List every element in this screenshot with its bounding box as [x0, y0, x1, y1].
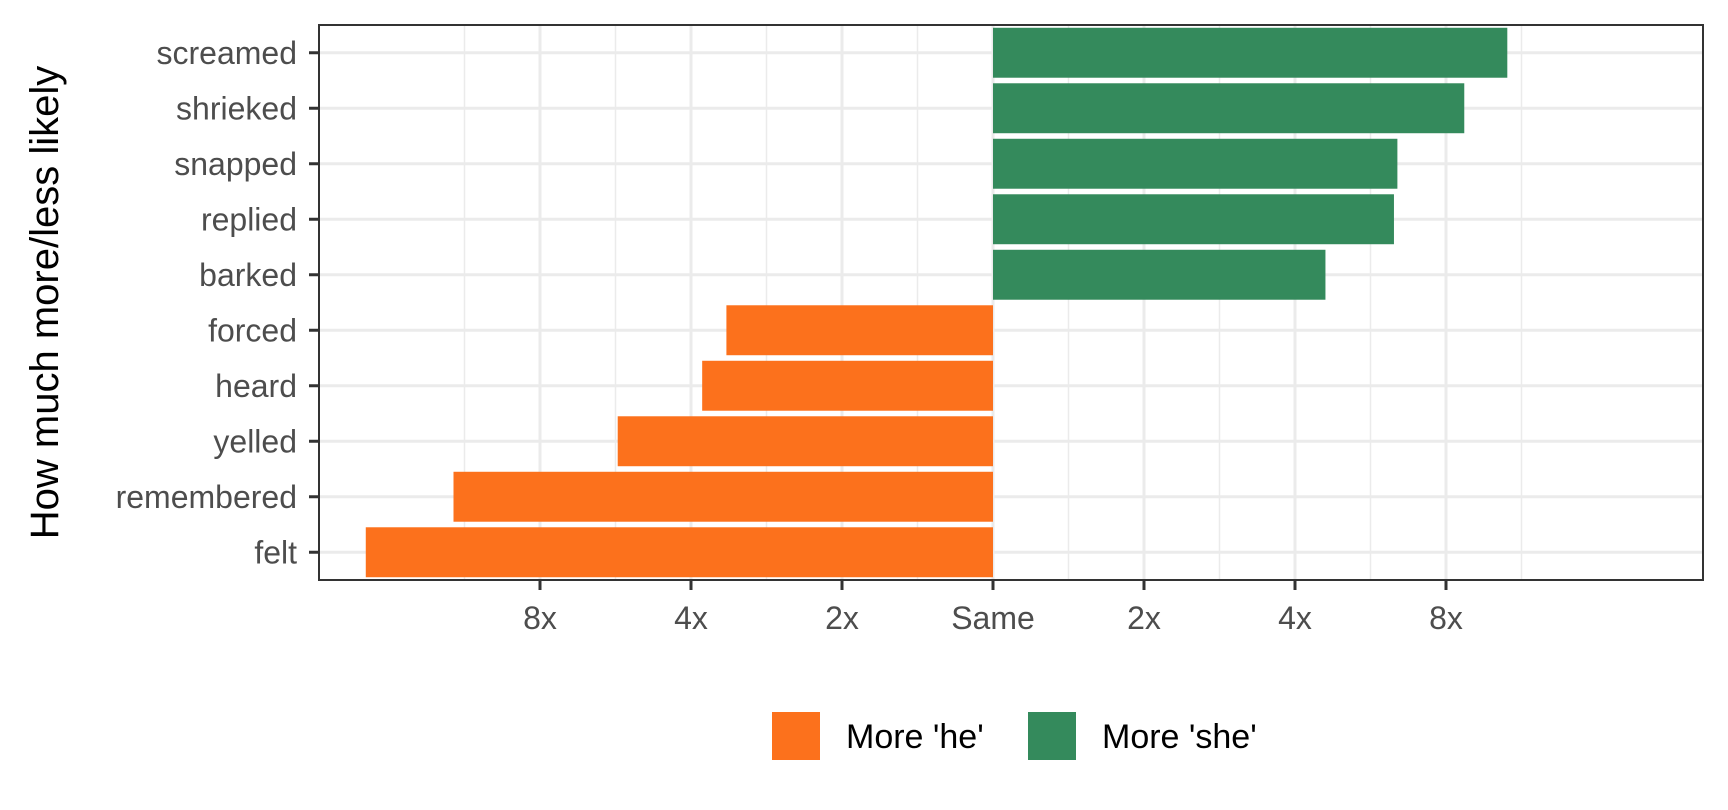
legend-key [772, 712, 820, 760]
bar-heard [702, 360, 993, 411]
legend: More 'he' More 'she' [772, 712, 1257, 760]
x-tick-label: 8x [523, 600, 557, 636]
category-label-forced: forced [208, 312, 297, 348]
y-axis-title: How much more/less likely [23, 66, 67, 539]
category-label-shrieked: shrieked [176, 90, 297, 126]
category-label-screamed: screamed [157, 35, 298, 71]
category-label-heard: heard [215, 368, 297, 404]
category-label-remembered: remembered [116, 479, 297, 515]
bar-remembered [453, 471, 993, 522]
category-label-replied: replied [201, 201, 297, 237]
legend-label: More 'she' [1102, 718, 1257, 756]
category-label-barked: barked [199, 257, 297, 293]
axes: screamed shrieked snapped replied barked forc… [116, 35, 1463, 636]
legend-key [1028, 712, 1076, 760]
category-label-snapped: snapped [174, 146, 297, 182]
x-tick-label: 2x [1127, 600, 1161, 636]
category-label-yelled: yelled [213, 423, 297, 459]
x-tick-label: 2x [825, 600, 859, 636]
bar-replied [993, 194, 1394, 245]
category-label-felt: felt [254, 534, 297, 570]
legend-label: More 'he' [846, 718, 984, 756]
bar-barked [993, 249, 1326, 300]
x-tick-label: 8x [1429, 600, 1463, 636]
bar-screamed [993, 27, 1508, 78]
bar-yelled [617, 416, 993, 467]
bar-snapped [993, 138, 1398, 189]
panel-border [318, 24, 1704, 581]
bars [365, 27, 1508, 578]
x-tick-label: 4x [1278, 600, 1312, 636]
x-tick-label: Same [951, 600, 1035, 636]
bar-shrieked [993, 83, 1465, 134]
bar-forced [726, 305, 993, 356]
bar-felt [365, 527, 993, 578]
x-tick-label: 4x [674, 600, 708, 636]
